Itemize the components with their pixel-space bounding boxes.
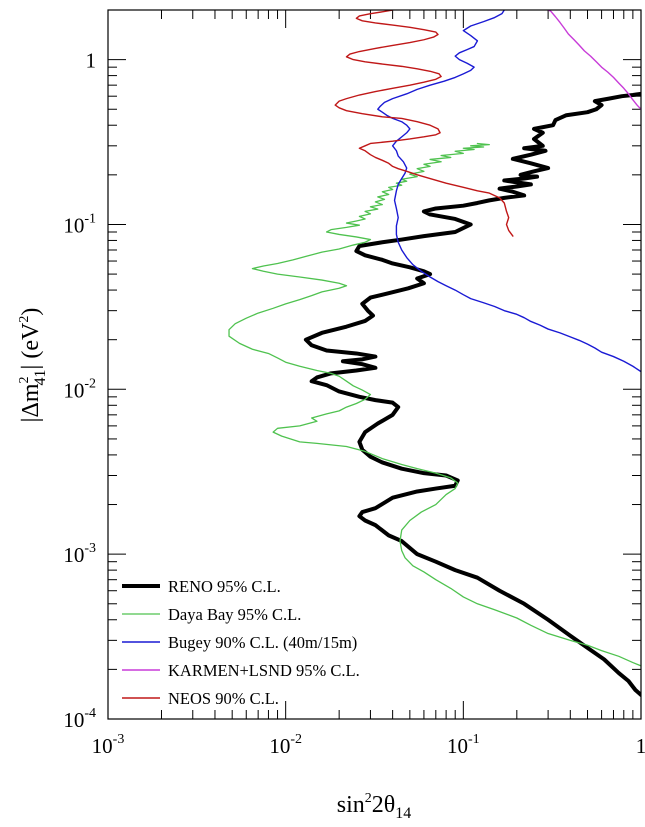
x-tick-label: 1: [636, 734, 645, 758]
x-tick-label: 10-2: [269, 732, 302, 758]
tick-marks: [107, 9, 642, 720]
y-tick-label: 1: [86, 49, 97, 73]
legend-label-0: RENO 95% C.L.: [168, 577, 281, 596]
y-tick-label: 10-1: [63, 211, 96, 237]
y-axis-title: |Δm241| (eV2): [17, 308, 49, 423]
x-axis-title: sin22θ14: [337, 791, 412, 822]
tick-labels: 10-3 10-2 10-1 110-410-310-210-11: [63, 49, 645, 758]
y-tick-label: 10-3: [63, 541, 96, 567]
series-line-0: [303, 91, 641, 697]
legend: RENO 95% C.L. Daya Bay 95% C.L. Bugey 90% …: [122, 577, 360, 708]
legend-label-1: Daya Bay 95% C.L.: [168, 605, 301, 624]
plot-frame: [107, 9, 642, 720]
series-line-2: [377, 10, 641, 373]
y-tick-label: 10-4: [63, 706, 96, 732]
x-tick-label: 10-3: [92, 732, 125, 758]
legend-label-3: KARMEN+LSND 95% C.L.: [168, 661, 360, 680]
x-tick-label: 10-1: [447, 732, 480, 758]
y-tick-label: 10-2: [63, 376, 96, 402]
legend-label-2: Bugey 90% C.L. (40m/15m): [168, 633, 357, 652]
series-line-3: [547, 10, 641, 110]
legend-label-4: NEOS 90% C.L.: [168, 689, 279, 708]
plot-area: [228, 10, 641, 697]
series-line-1: [228, 142, 641, 667]
series-line-4: [334, 10, 514, 237]
